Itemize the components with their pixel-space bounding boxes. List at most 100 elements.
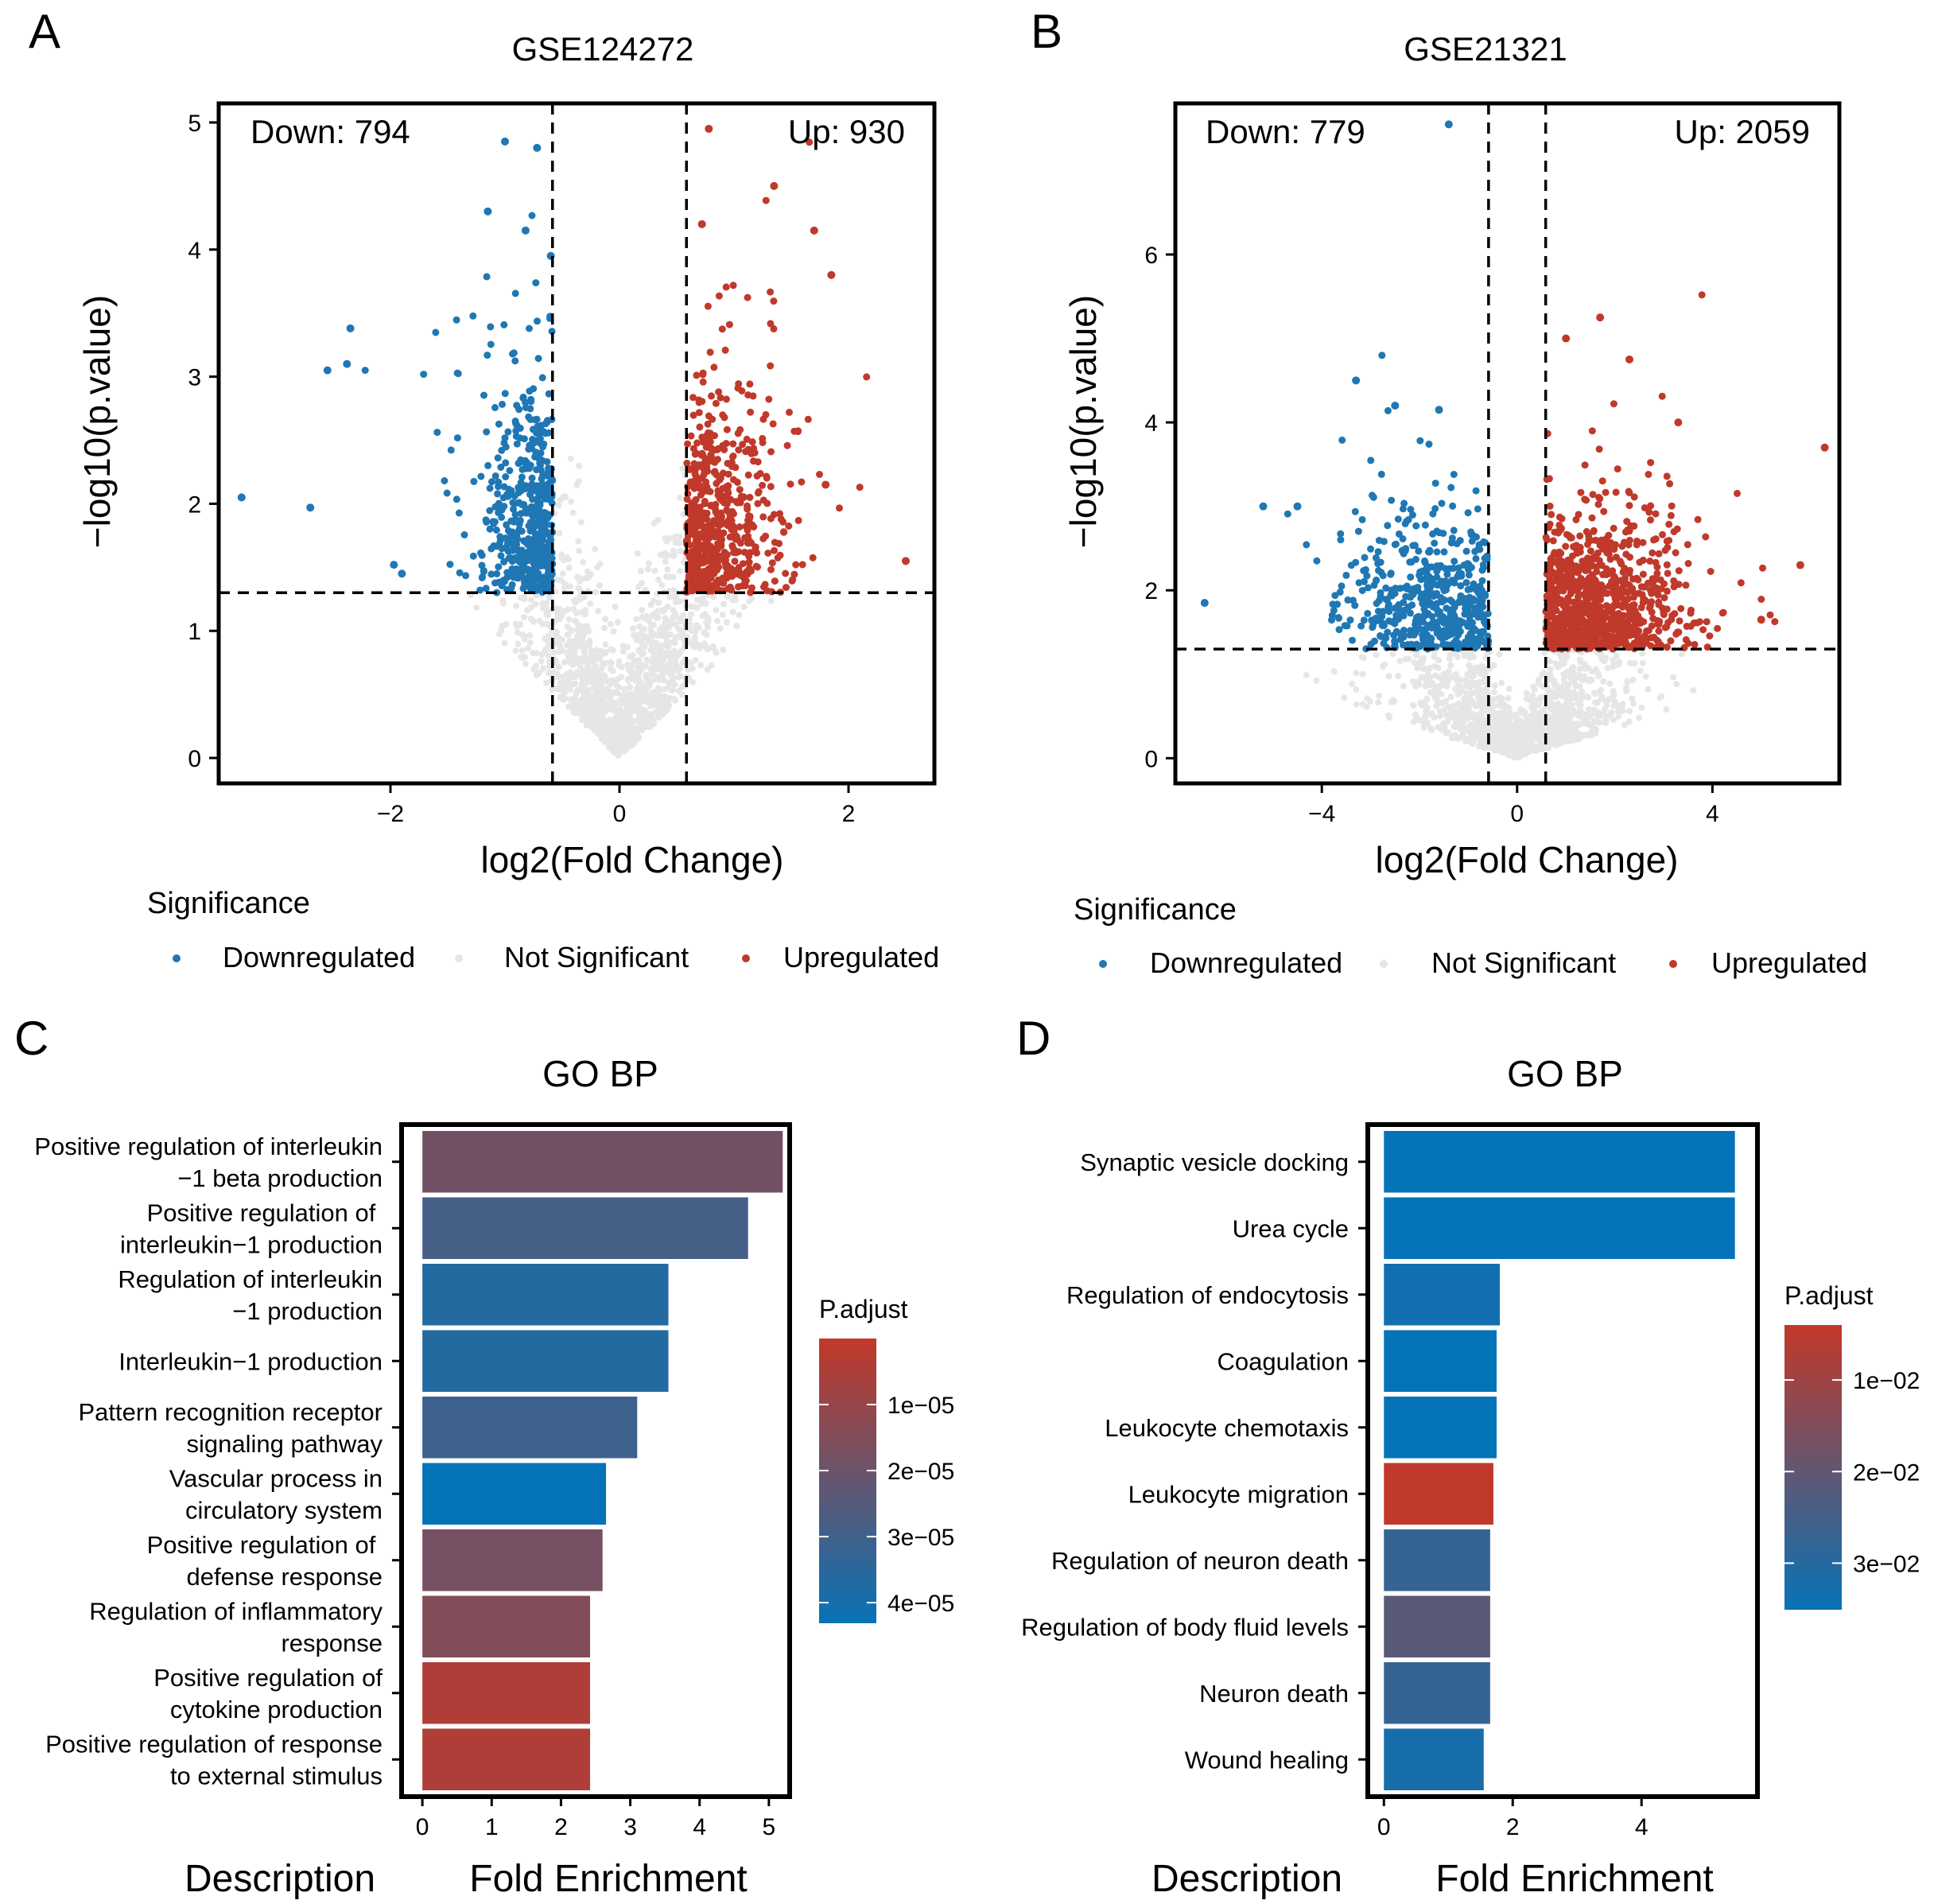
ns-point xyxy=(694,596,701,604)
upregulated-point xyxy=(863,373,871,381)
ns-point xyxy=(1470,681,1478,688)
downregulated-point xyxy=(1431,539,1439,547)
downregulated-point xyxy=(1462,547,1470,555)
downregulated-point xyxy=(306,503,315,512)
ns-point xyxy=(658,581,666,589)
downregulated-point xyxy=(509,499,517,507)
upregulated-point xyxy=(692,495,700,503)
ns-point xyxy=(621,686,628,693)
upregulated-point xyxy=(726,533,734,541)
upregulated-point xyxy=(1645,627,1652,635)
downregulated-point xyxy=(1412,522,1420,530)
ns-point xyxy=(699,612,706,620)
downregulated-point xyxy=(538,525,546,533)
downregulated-point xyxy=(501,434,509,442)
ns-point xyxy=(639,726,646,733)
downregulated-point xyxy=(513,402,521,410)
upregulated-point xyxy=(693,508,701,516)
ns-point xyxy=(600,660,606,667)
ns-point xyxy=(662,615,669,622)
downregulated-point xyxy=(521,574,529,582)
downregulated-point xyxy=(1396,635,1404,643)
ns-point xyxy=(1491,682,1498,690)
ns-point xyxy=(1467,709,1474,717)
upregulated-point xyxy=(720,529,728,537)
downregulated-point xyxy=(1443,570,1451,578)
ns-point xyxy=(530,666,538,673)
downregulated-point xyxy=(460,531,468,538)
ns-point xyxy=(631,693,639,700)
ns-point xyxy=(586,701,593,709)
ns-point xyxy=(503,621,510,628)
ns-point xyxy=(1563,653,1570,660)
ns-point xyxy=(567,686,574,693)
downregulated-point xyxy=(522,404,530,411)
upregulated-point xyxy=(1622,550,1630,558)
downregulated-point xyxy=(503,545,511,553)
upregulated-point xyxy=(712,399,720,407)
downregulated-point xyxy=(1364,584,1372,592)
ns-point xyxy=(591,651,597,659)
upregulated-point xyxy=(689,411,697,419)
ns-point xyxy=(651,567,658,574)
upregulated-point xyxy=(767,362,775,370)
ns-point xyxy=(574,669,581,676)
ns-point xyxy=(609,667,616,674)
ns-point xyxy=(1594,713,1602,720)
ns-point xyxy=(564,678,571,686)
ns-point xyxy=(697,662,705,669)
ns-point xyxy=(1474,712,1482,719)
ns-point xyxy=(1537,694,1544,701)
ns-point xyxy=(1545,687,1552,694)
upregulated-point xyxy=(705,442,713,450)
ns-point xyxy=(514,629,521,636)
upregulated-point xyxy=(691,450,699,458)
panel-a-points xyxy=(237,124,910,759)
ns-point xyxy=(1505,695,1512,701)
ns-point xyxy=(1416,681,1423,688)
ns-point xyxy=(1573,731,1580,737)
ns-point xyxy=(1466,653,1474,660)
ns-point xyxy=(1577,701,1584,709)
ns-point xyxy=(1663,706,1670,713)
ns-point xyxy=(561,581,568,587)
upregulated-point xyxy=(771,546,778,554)
ns-point xyxy=(1447,662,1454,669)
panel-a-down-count: Down: 794 xyxy=(250,113,410,150)
downregulated-point xyxy=(527,395,535,403)
ns-point xyxy=(595,608,602,615)
downregulated-point xyxy=(511,511,519,519)
upregulated-point xyxy=(703,509,711,517)
ns-point xyxy=(1395,673,1402,680)
downregulated-point xyxy=(420,371,428,379)
downregulated-point xyxy=(470,477,478,485)
ns-point xyxy=(641,697,648,704)
upregulated-point xyxy=(724,470,732,478)
ns-point xyxy=(736,612,743,619)
downregulated-point xyxy=(515,460,522,468)
downregulated-point xyxy=(486,484,494,492)
downregulated-point xyxy=(1377,470,1385,478)
ns-point xyxy=(625,678,632,684)
ns-point xyxy=(1547,666,1554,673)
ns-point xyxy=(724,593,731,600)
ns-point xyxy=(1600,678,1607,685)
ns-point xyxy=(650,639,658,646)
upregulated-point xyxy=(765,395,773,403)
downregulated-point xyxy=(1391,620,1399,628)
downregulated-point xyxy=(522,459,530,466)
upregulated-point xyxy=(740,494,748,502)
ns-point xyxy=(628,704,635,711)
downregulated-point xyxy=(525,548,533,555)
ns-point xyxy=(679,691,686,698)
ns-point xyxy=(1559,738,1567,745)
ns-point xyxy=(1423,695,1431,702)
upregulated-point xyxy=(1675,581,1683,589)
ns-point xyxy=(518,647,526,654)
ns-point xyxy=(628,709,635,716)
ns-point xyxy=(1431,691,1438,698)
ns-point xyxy=(1452,686,1459,693)
ns-point xyxy=(590,659,597,666)
ns-point xyxy=(1582,693,1589,700)
downregulated-point xyxy=(1329,600,1337,608)
